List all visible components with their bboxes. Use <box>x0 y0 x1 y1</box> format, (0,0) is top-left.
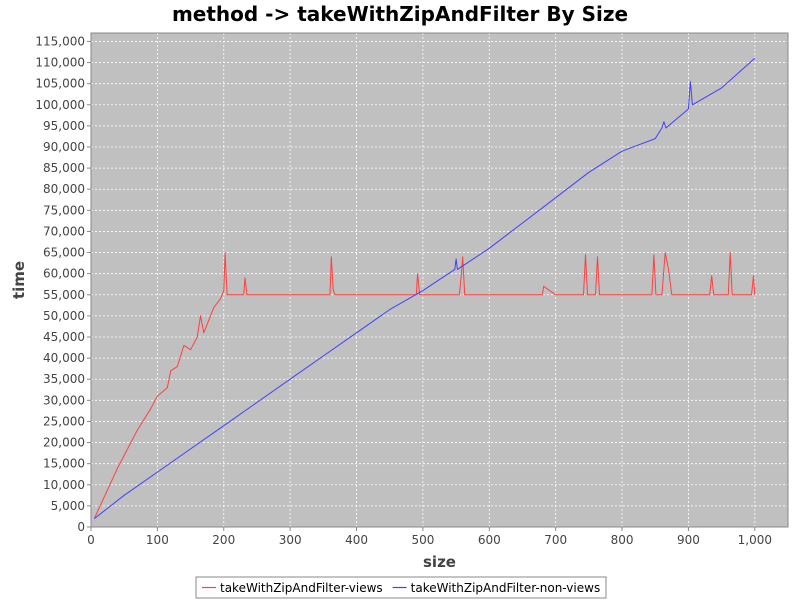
y-tick-label: 40,000 <box>43 351 85 365</box>
y-tick-label: 30,000 <box>43 393 85 407</box>
series-line-2 <box>93 57 756 519</box>
series-line-1 <box>93 252 756 519</box>
y-tick-label: 105,000 <box>35 77 85 91</box>
y-tick-label: 45,000 <box>43 330 85 344</box>
y-tick-label: 80,000 <box>43 182 85 196</box>
x-tick-label: 800 <box>611 533 634 547</box>
y-tick-label: 100,000 <box>35 98 85 112</box>
y-tick-label: 5,000 <box>51 499 85 513</box>
chart-title: method -> takeWithZipAndFilter By Size <box>172 2 628 26</box>
y-tick-label: 50,000 <box>43 309 85 323</box>
axes: 0 5,000 10,000 15,000 20,000 25,000 30,000 35,0… <box>35 34 772 547</box>
series-layer <box>93 57 756 519</box>
x-tick-label: 500 <box>411 533 434 547</box>
x-tick-label: 900 <box>677 533 700 547</box>
y-tick-label: 110,000 <box>35 56 85 70</box>
x-tick-label: 100 <box>146 533 169 547</box>
x-tick-label: 200 <box>212 533 235 547</box>
grid-lines <box>90 33 788 528</box>
x-tick-label: 0 <box>87 533 95 547</box>
x-tick-label: 400 <box>345 533 368 547</box>
y-tick-label: 35,000 <box>43 372 85 386</box>
y-tick-label: 25,000 <box>43 414 85 428</box>
y-tick-label: 115,000 <box>35 34 85 48</box>
legend-label-2: takeWithZipAndFilter-non-views <box>411 581 601 595</box>
y-tick-label: 0 <box>77 520 85 534</box>
x-tick-label: 300 <box>279 533 302 547</box>
x-tick-label: 600 <box>478 533 501 547</box>
y-tick-label: 10,000 <box>43 478 85 492</box>
y-tick-label: 85,000 <box>43 161 85 175</box>
y-tick-label: 15,000 <box>43 457 85 471</box>
plot-border <box>90 32 789 528</box>
y-tick-label: 60,000 <box>43 267 85 281</box>
y-tick-label: 90,000 <box>43 140 85 154</box>
x-tick-label: 1,000 <box>738 533 772 547</box>
y-tick-label: 75,000 <box>43 203 85 217</box>
legend-label-1: takeWithZipAndFilter-views <box>220 581 383 595</box>
y-tick-label: 95,000 <box>43 119 85 133</box>
y-tick-label: 55,000 <box>43 288 85 302</box>
y-tick-label: 65,000 <box>43 246 85 260</box>
x-axis-label: size <box>423 553 456 571</box>
y-axis-label: time <box>10 261 28 299</box>
y-tick-label: 20,000 <box>43 436 85 450</box>
y-tick-label: 70,000 <box>43 224 85 238</box>
legend: takeWithZipAndFilter-views takeWithZipAnd… <box>195 576 607 599</box>
x-tick-label: 700 <box>544 533 567 547</box>
